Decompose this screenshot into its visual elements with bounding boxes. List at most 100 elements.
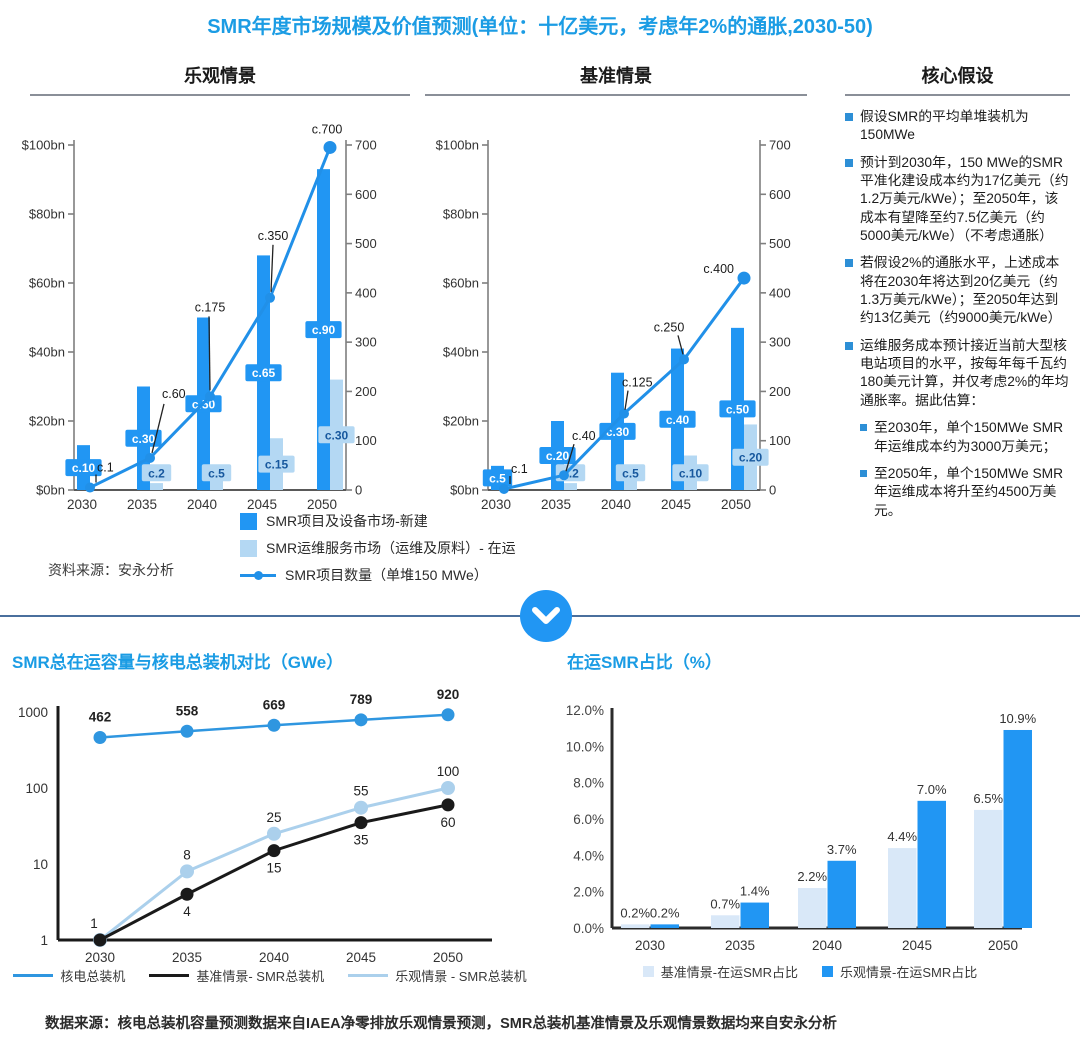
baseline-smr-point xyxy=(441,798,455,812)
y-right-tick-label: 100 xyxy=(355,433,377,448)
y-tick-label: 0.0% xyxy=(573,921,604,936)
assumption-text: 若假设2%的通胀水平，上述成本将在2030年将达到20亿美元（约1.3万美元/k… xyxy=(860,255,1062,326)
x-tick-label: 2040 xyxy=(812,938,842,953)
bar-value-chip xyxy=(258,455,295,473)
x-tick-label: 2050 xyxy=(721,497,751,512)
y-right-tick-label: 100 xyxy=(769,433,791,448)
line-swatch-icon xyxy=(13,974,54,977)
legend-item: 基准情景-在运SMR占比 xyxy=(642,962,798,981)
bar-value-label: c.20 xyxy=(739,451,763,465)
bar-value-chip xyxy=(318,426,355,444)
bar-value-label: c.20 xyxy=(546,449,570,463)
bar-value-label: c.5 xyxy=(208,466,225,480)
line-point xyxy=(265,292,275,303)
assumption-text: 运维服务成本预计接近当前大型核电站项目的水平，按每年每千瓦约180美元计算，并仅… xyxy=(860,337,1069,408)
bar-value-chip xyxy=(245,364,282,382)
line-point xyxy=(737,271,751,285)
x-tick-label: 2030 xyxy=(481,497,511,512)
y-tick-label: 8.0% xyxy=(573,776,604,791)
nuclear-capacity-value-label: 789 xyxy=(350,692,373,707)
x-tick-label: 2045 xyxy=(346,950,376,965)
y-tick-label: 1000 xyxy=(18,705,48,720)
legend-label: SMR运维服务市场（运维及原料）- 在运 xyxy=(266,540,516,556)
bar-value-chip xyxy=(659,410,696,428)
bullet-square-icon xyxy=(845,259,853,268)
bar-value-chip xyxy=(539,447,576,464)
bar-value-label: c.10 xyxy=(72,461,96,475)
y-right-tick-label: 700 xyxy=(355,138,377,153)
line-value-label: c.250 xyxy=(654,320,685,334)
bullet-square-icon xyxy=(860,424,867,432)
bar-value-chip xyxy=(599,422,636,440)
share-chart-title: 在运SMR占比（%） xyxy=(567,653,722,672)
baseline-share-label: 0.7% xyxy=(710,896,740,911)
bar-value-label: c.50 xyxy=(726,402,750,416)
baseline-share-label: 0.2% xyxy=(620,905,650,920)
optimistic-smr-point xyxy=(267,826,281,841)
line-point xyxy=(679,354,689,365)
baseline-share-bar xyxy=(711,915,740,928)
y-right-tick-label: 0 xyxy=(355,483,362,498)
x-tick-label: 2035 xyxy=(172,950,202,965)
assumptions-header: 核心假设 xyxy=(845,62,1070,96)
x-tick-label: 2050 xyxy=(307,497,337,512)
optimistic-share-label: 0.2% xyxy=(650,905,680,920)
annotation-leader xyxy=(151,403,165,454)
line-swatch-icon xyxy=(149,974,190,977)
y-left-tick-label: $40bn xyxy=(29,345,65,360)
source-note: 资料来源：安永分析 xyxy=(48,562,174,578)
bar-value-label: c.65 xyxy=(252,366,276,380)
page-title: SMR年度市场规模及价值预测(单位：十亿美元，考虑年2%的通胀,2030-50) xyxy=(207,16,873,38)
y-left-tick-label: $40bn xyxy=(443,345,479,360)
capacity-chart-title: SMR总在运容量与核电总装机对比（GWe） xyxy=(12,653,344,672)
line-value-label: c.125 xyxy=(622,376,653,390)
y-tick-label: 6.0% xyxy=(573,812,604,827)
y-left-tick-label: $100bn xyxy=(22,138,65,153)
data-source-footer: 数据来源：核电总装机容量预测数据来自IAEA净零排放乐观情景预测，SMR总装机基… xyxy=(45,1016,837,1032)
nuclear-capacity-value-label: 462 xyxy=(89,709,112,724)
y-right-tick-label: 600 xyxy=(355,187,377,202)
legend-label: 核电总装机 xyxy=(60,969,126,984)
y-right-tick-label: 0 xyxy=(769,483,776,498)
capacity-comparison-chart: 1000 100 10 1 2030 2035 2040 2045 2050 1 8 25 55 100 4… xyxy=(18,688,492,965)
om-service-bar xyxy=(564,483,577,490)
line-value-label: c.175 xyxy=(195,300,226,314)
y-right-tick-label: 200 xyxy=(355,384,377,399)
bar_light-square-swatch-icon xyxy=(240,539,257,557)
bar-value-label: c.40 xyxy=(666,413,690,427)
optimistic-share-bar xyxy=(1003,729,1032,928)
x-tick-label: 2050 xyxy=(988,938,1018,953)
square-swatch-icon xyxy=(822,966,833,977)
bar-value-label: c.2 xyxy=(148,466,165,480)
line-point xyxy=(619,408,629,419)
line-swatch-icon xyxy=(348,974,389,977)
y-left-tick-label: $0bn xyxy=(450,483,479,498)
assumption-text: 预计到2030年，150 MWe的SMR平准化建设成本约为17亿美元（约1.2万… xyxy=(860,154,1069,244)
y-left-tick-label: $0bn xyxy=(36,483,65,498)
assumption-row: 假设SMR的平均单堆装机为150MWe xyxy=(845,108,1070,145)
annotation-leader xyxy=(208,316,211,391)
chevron-down-icon xyxy=(520,590,572,642)
nuclear-capacity-point xyxy=(93,730,107,744)
line-swatch-icon xyxy=(240,570,276,580)
optimistic-smr-value-label: 25 xyxy=(266,810,281,825)
legend-label: SMR项目数量（单堆150 MWe） xyxy=(285,567,488,583)
line-value-label: c.700 xyxy=(312,122,343,136)
optimistic-share-bar xyxy=(827,860,856,928)
legend-label: 乐观情景 - SMR总装机 xyxy=(395,969,527,984)
legend-label: 基准情景-在运SMR占比 xyxy=(660,965,798,980)
bar-value-chip xyxy=(719,400,756,418)
baseline-header: 基准情景 xyxy=(425,62,807,96)
x-tick-label: 2050 xyxy=(433,950,463,965)
om-service-bar xyxy=(150,483,163,490)
baseline-smr-point xyxy=(267,844,281,858)
optimistic-share-label: 3.7% xyxy=(827,842,857,857)
bar-value-chip xyxy=(482,469,513,487)
baseline-share-bar xyxy=(888,848,917,928)
y-left-tick-label: $60bn xyxy=(443,276,479,291)
baseline-share-bar xyxy=(798,888,827,928)
x-tick-label: 2035 xyxy=(541,497,571,512)
bullet-square-icon xyxy=(845,158,853,167)
bar-value-label: c.10 xyxy=(679,466,703,480)
line-value-label: c.1 xyxy=(97,461,114,475)
